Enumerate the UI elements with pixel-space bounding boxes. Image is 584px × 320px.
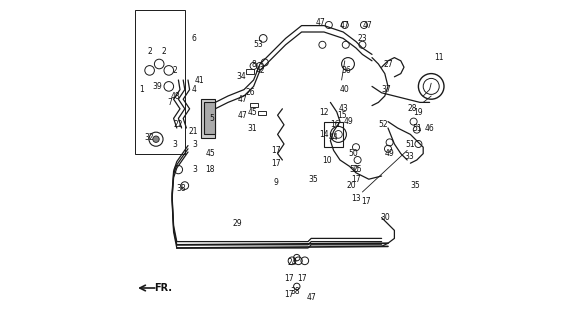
Text: 30: 30 [380, 213, 390, 222]
Text: 14: 14 [319, 130, 329, 139]
Text: 52: 52 [378, 120, 388, 129]
Text: 3: 3 [173, 140, 178, 148]
Text: 21: 21 [188, 127, 197, 136]
Text: 22: 22 [173, 120, 183, 129]
Text: 50: 50 [348, 149, 357, 158]
Text: 5: 5 [210, 114, 214, 123]
Text: 31: 31 [247, 124, 257, 132]
Text: 37: 37 [381, 85, 391, 94]
Text: 35: 35 [411, 181, 420, 190]
Text: 6: 6 [192, 34, 197, 43]
Text: 51: 51 [405, 140, 415, 148]
Text: 48: 48 [171, 92, 180, 100]
Text: 12: 12 [319, 108, 329, 116]
Text: 47: 47 [238, 111, 247, 120]
Text: 40: 40 [340, 85, 350, 94]
Text: 50: 50 [350, 165, 359, 174]
Text: 38: 38 [290, 287, 300, 296]
Text: 44: 44 [329, 133, 339, 142]
Text: 53: 53 [253, 40, 263, 49]
Text: 26: 26 [246, 88, 255, 97]
Text: 47: 47 [316, 18, 326, 27]
Text: 41: 41 [194, 76, 204, 84]
Text: 25: 25 [353, 165, 363, 174]
Bar [324, 122, 343, 147]
Bar [135, 10, 185, 154]
Text: 47: 47 [340, 21, 350, 30]
Text: 11: 11 [434, 53, 444, 62]
Text: 47: 47 [238, 95, 247, 104]
Text: 3: 3 [192, 165, 197, 174]
Text: 49: 49 [385, 149, 394, 158]
Text: 3: 3 [192, 140, 197, 148]
Circle shape [153, 136, 159, 142]
Text: 34: 34 [236, 72, 246, 81]
Text: 19: 19 [413, 108, 423, 116]
Text: 51: 51 [412, 124, 422, 132]
Bar [204, 102, 215, 134]
Bar [258, 111, 266, 115]
Text: 45: 45 [206, 149, 215, 158]
Text: 2: 2 [147, 47, 152, 56]
Text: 17: 17 [284, 290, 294, 299]
Text: 17: 17 [284, 274, 294, 283]
Text: 20: 20 [346, 181, 356, 190]
Text: 49: 49 [343, 117, 353, 126]
Bar [201, 99, 215, 138]
Text: 16: 16 [331, 120, 340, 129]
Text: 1: 1 [139, 85, 144, 94]
Text: 47: 47 [307, 293, 316, 302]
Text: 36: 36 [342, 66, 351, 75]
Text: 17: 17 [271, 146, 281, 155]
Text: 15: 15 [337, 111, 346, 120]
Text: 33: 33 [404, 152, 413, 161]
Text: 27: 27 [383, 60, 393, 68]
Text: 24: 24 [287, 258, 297, 267]
Text: 10: 10 [322, 156, 332, 164]
Text: 39: 39 [152, 82, 162, 91]
Text: 28: 28 [407, 104, 417, 113]
Text: 17: 17 [297, 274, 307, 283]
Text: 32: 32 [145, 133, 154, 142]
Bar [246, 69, 253, 74]
Text: 13: 13 [351, 194, 361, 203]
Text: 43: 43 [338, 104, 348, 113]
Text: 42: 42 [255, 66, 265, 75]
Text: 4: 4 [192, 85, 197, 94]
Text: 18: 18 [206, 165, 215, 174]
Text: 29: 29 [233, 220, 242, 228]
Text: 2: 2 [162, 47, 166, 56]
Text: 17: 17 [351, 175, 361, 184]
Text: 45: 45 [247, 108, 257, 116]
Text: 8: 8 [251, 60, 256, 68]
Text: 23: 23 [357, 34, 367, 43]
Text: 2: 2 [173, 66, 178, 75]
Bar [251, 103, 258, 107]
Text: 9: 9 [273, 178, 279, 187]
Text: 17: 17 [271, 159, 281, 168]
Text: 46: 46 [425, 124, 434, 132]
Text: 35: 35 [308, 175, 318, 184]
Text: 17: 17 [361, 197, 370, 206]
Text: 47: 47 [362, 21, 372, 30]
Text: 38: 38 [177, 184, 186, 193]
Text: 7: 7 [168, 98, 172, 107]
Text: FR.: FR. [154, 283, 172, 293]
